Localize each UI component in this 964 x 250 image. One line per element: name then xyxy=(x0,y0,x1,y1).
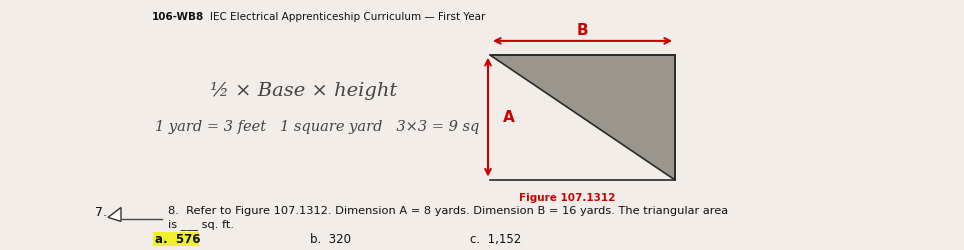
Text: 7.: 7. xyxy=(95,206,107,220)
Polygon shape xyxy=(108,208,121,222)
Text: b.  320: b. 320 xyxy=(310,233,351,246)
Text: 106-WB8: 106-WB8 xyxy=(152,12,204,22)
Polygon shape xyxy=(490,55,675,180)
FancyBboxPatch shape xyxy=(153,232,199,246)
Text: IEC Electrical Apprenticeship Curriculum — First Year: IEC Electrical Apprenticeship Curriculum… xyxy=(210,12,486,22)
Text: a.  576: a. 576 xyxy=(155,233,201,246)
Text: c.  1,152: c. 1,152 xyxy=(470,233,522,246)
Text: ½ × Base × height: ½ × Base × height xyxy=(210,82,397,100)
Text: A: A xyxy=(503,110,515,125)
Text: is ___ sq. ft.: is ___ sq. ft. xyxy=(168,220,234,230)
Text: 1 yard = 3 feet   1 square yard   3×3 = 9 sq: 1 yard = 3 feet 1 square yard 3×3 = 9 sq xyxy=(155,120,479,134)
Text: 8.  Refer to Figure 107.1312. Dimension A = 8 yards. Dimension B = 16 yards. The: 8. Refer to Figure 107.1312. Dimension A… xyxy=(168,206,728,216)
Text: Figure 107.1312: Figure 107.1312 xyxy=(520,194,616,203)
Text: B: B xyxy=(576,23,588,38)
